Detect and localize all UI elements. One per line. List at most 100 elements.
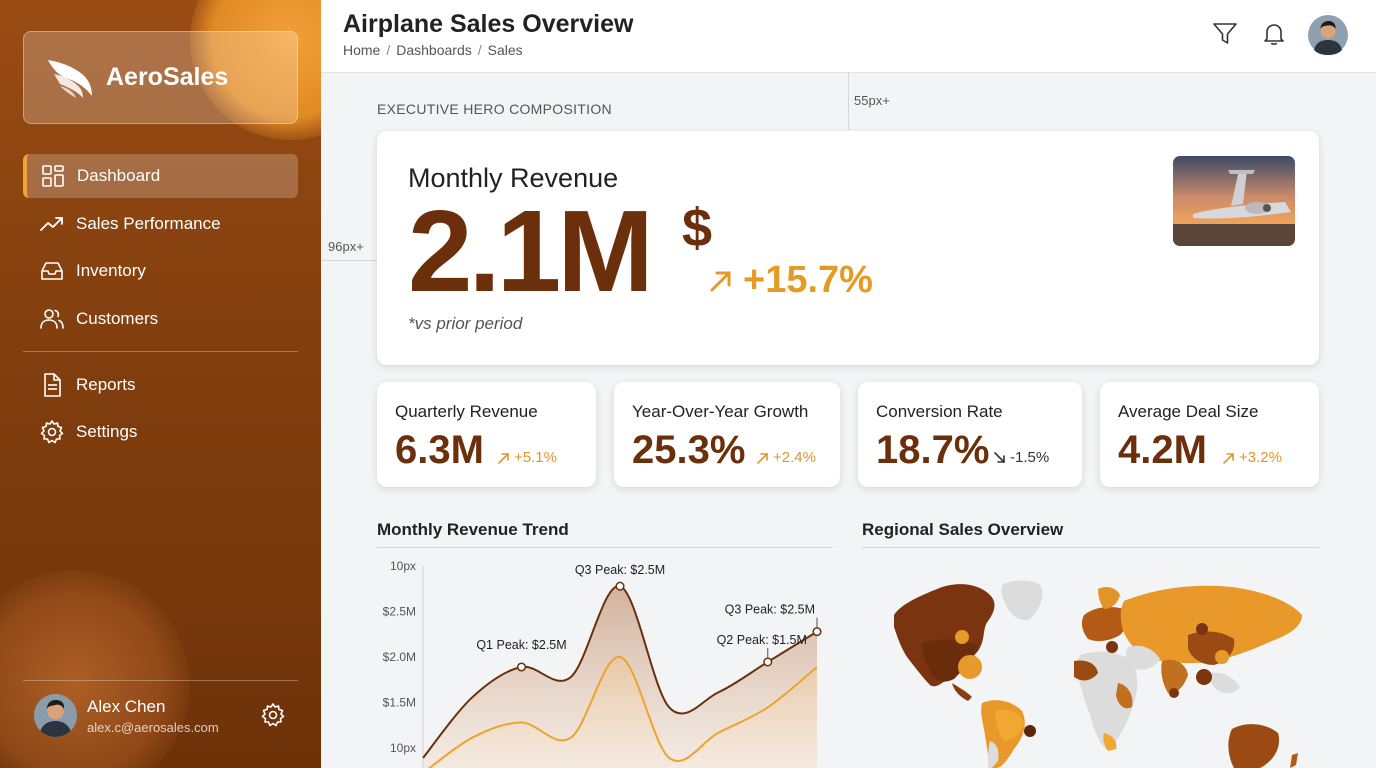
- inbox-icon: [41, 262, 63, 280]
- sidebar-item-reports[interactable]: Reports: [23, 363, 298, 407]
- arrow-up-right-icon: [710, 271, 731, 291]
- kpi-label: Quarterly Revenue: [395, 402, 538, 421]
- y-tick-label: 10px: [390, 559, 416, 573]
- y-tick-label: $2.0M: [383, 650, 416, 664]
- breadcrumb-dashboards[interactable]: Dashboards: [396, 42, 472, 58]
- user-email: alex.c@aerosales.com: [87, 719, 219, 735]
- sidebar-item-settings[interactable]: Settings: [23, 410, 298, 454]
- map-region-brazil: [995, 709, 1024, 741]
- arrow-down-right-icon: [994, 451, 1005, 463]
- kpi-change-value: +2.4%: [773, 449, 816, 466]
- filter-icon[interactable]: [1211, 20, 1239, 48]
- map-region-southern-africa: [1103, 733, 1117, 751]
- peak-marker: [615, 581, 625, 591]
- map-section-title: Regional Sales Overview: [862, 520, 1064, 539]
- kpi-card-average-deal-size[interactable]: Average Deal Size 4.2M +3.2%: [1100, 382, 1319, 487]
- user-profile[interactable]: Alex Chen alex.c@aerosales.com: [34, 694, 219, 737]
- revenue-trend-chart[interactable]: 10px $2.5M $2.0M $1.5M 10px Q1 Peak: $2.5M Q3 …: [377, 550, 837, 768]
- kpi-change: +3.2%: [1222, 449, 1282, 466]
- kpi-value: 18.7%: [876, 428, 990, 472]
- map-region-asia: [1120, 585, 1302, 664]
- sidebar-item-label: Dashboard: [77, 166, 161, 185]
- map-region-argentina: [988, 741, 999, 768]
- hero-change: +15.7%: [707, 259, 873, 302]
- arrow-up-right-icon: [757, 452, 768, 464]
- spacing-annotation-top: 55px+: [854, 93, 890, 108]
- kpi-label: Average Deal Size: [1118, 402, 1259, 421]
- section-rule: [377, 547, 833, 548]
- logo[interactable]: AeroSales: [23, 31, 298, 124]
- y-tick-label: $1.5M: [383, 696, 416, 710]
- map-region-middle-east: [1125, 645, 1160, 670]
- kpi-change: +5.1%: [497, 449, 557, 466]
- app-name: AeroSales: [106, 63, 229, 91]
- section-rule: [862, 547, 1319, 548]
- kpi-card-conversion-rate[interactable]: Conversion Rate 18.7% -1.5%: [858, 382, 1082, 487]
- series-line-2: [427, 655, 818, 768]
- kpi-card-quarterly-revenue[interactable]: Quarterly Revenue 6.3M +5.1%: [377, 382, 596, 487]
- arrow-up-right-icon: [498, 452, 509, 464]
- sidebar-item-label: Reports: [76, 374, 136, 394]
- document-icon: [44, 372, 61, 397]
- map-region-greenland: [1001, 580, 1043, 621]
- sidebar-item-customers[interactable]: Customers: [23, 297, 298, 341]
- peak-label: Q1 Peak: $2.5M: [476, 638, 566, 652]
- map-region-north-america: [894, 584, 995, 687]
- sales-bubble: [958, 655, 982, 679]
- sidebar-nav: Dashboard Sales Performance Inventory Cu…: [23, 154, 298, 458]
- sales-bubble: [1169, 688, 1179, 698]
- breadcrumb-sales: Sales: [487, 42, 523, 58]
- breadcrumb: Home / Dashboards / Sales: [343, 42, 523, 58]
- map-region-east-africa: [1116, 683, 1133, 709]
- user-avatar[interactable]: [1308, 15, 1348, 55]
- map-region-central-america: [952, 683, 972, 701]
- map-region-india: [1161, 659, 1188, 694]
- peak-marker: [812, 627, 822, 637]
- user-divider: [23, 680, 298, 681]
- peak-marker: [516, 662, 527, 672]
- map-region-scandinavia: [1098, 587, 1120, 609]
- hero-value: 2.1M: [408, 186, 654, 316]
- kpi-value: 4.2M: [1118, 428, 1207, 472]
- y-tick-label: $2.5M: [383, 605, 416, 619]
- trend-section-title: Monthly Revenue Trend: [377, 520, 569, 539]
- regional-sales-map[interactable]: [862, 565, 1320, 768]
- kpi-value: 6.3M: [395, 428, 484, 472]
- y-tick-label: 10px: [390, 741, 416, 755]
- decorative-blob: [0, 570, 190, 768]
- bell-icon[interactable]: [1260, 20, 1288, 48]
- sidebar-item-dashboard[interactable]: Dashboard: [23, 154, 298, 198]
- kpi-value: 25.3%: [632, 428, 746, 472]
- map-region-japan: [1256, 626, 1265, 641]
- sidebar-item-label: Inventory: [76, 261, 146, 280]
- sales-bubble: [1196, 623, 1208, 635]
- peak-marker: [763, 657, 773, 667]
- arrow-up-right-icon: [1223, 452, 1234, 464]
- kpi-card-yoy-growth[interactable]: Year-Over-Year Growth 25.3% +2.4%: [614, 382, 840, 487]
- users-icon: [40, 308, 64, 329]
- area-fill-series-2: [423, 656, 817, 768]
- user-settings-gear-icon[interactable]: [260, 702, 286, 728]
- sidebar-item-label: Sales Performance: [76, 213, 221, 233]
- spacing-annotation-left: 96px+: [328, 239, 364, 254]
- sidebar-item-sales-performance[interactable]: Sales Performance: [23, 202, 298, 246]
- kpi-change: -1.5%: [993, 449, 1049, 466]
- sidebar-item-inventory[interactable]: Inventory: [23, 249, 298, 293]
- top-header: Airplane Sales Overview Home / Dashboard…: [321, 0, 1376, 73]
- peak-label: Q3 Peak: $2.5M: [725, 603, 815, 617]
- breadcrumb-home[interactable]: Home: [343, 42, 381, 58]
- map-region-west-africa: [1074, 660, 1098, 681]
- map-region-southeast-asia: [1209, 672, 1240, 694]
- wing-logo-icon: [48, 59, 92, 98]
- sidebar: AeroSales Dashboard Sales Performance In…: [0, 0, 321, 768]
- nav-divider: [23, 350, 298, 352]
- spacing-guide-line: [848, 73, 849, 130]
- dashboard-icon: [42, 165, 64, 187]
- page-title: Airplane Sales Overview: [343, 10, 634, 38]
- sales-bubble: [955, 630, 969, 644]
- map-region-usa: [922, 639, 978, 682]
- sales-bubble: [1024, 725, 1036, 737]
- breadcrumb-separator: /: [477, 42, 482, 58]
- avatar: [34, 694, 77, 737]
- peak-label: Q3 Peak: $2.5M: [575, 563, 665, 577]
